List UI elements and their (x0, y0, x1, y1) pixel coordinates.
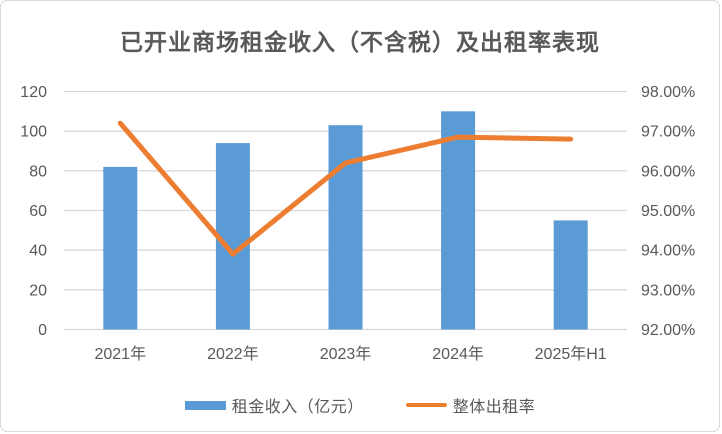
left-axis-tick: 40 (29, 243, 47, 260)
legend-swatch-bar (184, 400, 226, 410)
legend-swatch-line (405, 403, 447, 407)
right-axis-tick: 96.00% (641, 163, 695, 180)
left-axis-tick: 80 (29, 163, 47, 180)
right-axis-tick: 98.00% (641, 84, 695, 101)
chart-title: 已开业商场租金收入（不含税）及出租率表现 (120, 29, 600, 55)
left-axis-tick: 100 (20, 124, 47, 141)
left-axis-tick: 60 (29, 203, 47, 220)
legend-item: 租金收入（亿元） (184, 393, 364, 417)
right-axis-tick: 92.00% (641, 322, 695, 339)
chart-legend: 租金收入（亿元） 整体出租率 (1, 393, 719, 417)
bar-2021年 (103, 166, 138, 330)
legend-label: 租金收入（亿元） (231, 399, 364, 416)
bar-2023年 (328, 125, 363, 330)
left-axis-tick: 0 (38, 322, 47, 339)
x-axis-label: 2025年H1 (535, 345, 607, 363)
x-axis-label: 2023年 (320, 345, 372, 363)
x-axis-label: 2024年 (432, 345, 484, 363)
left-axis-tick: 20 (29, 282, 47, 299)
x-axis-label: 2021年 (94, 345, 146, 363)
left-axis-tick: 120 (20, 84, 47, 101)
bar-2022年 (215, 143, 250, 330)
x-axis-label: 2022年 (207, 345, 259, 363)
bar-2025年H1 (553, 220, 588, 330)
occupancy-line (117, 120, 574, 257)
legend-label: 整体出租率 (452, 399, 536, 416)
legend-item: 整体出租率 (405, 393, 536, 417)
right-axis-tick: 94.00% (641, 243, 695, 260)
right-axis-tick: 93.00% (641, 282, 695, 299)
bar-2024年 (441, 111, 476, 330)
right-axis-tick: 97.00% (641, 124, 695, 141)
right-axis-tick: 95.00% (641, 203, 695, 220)
